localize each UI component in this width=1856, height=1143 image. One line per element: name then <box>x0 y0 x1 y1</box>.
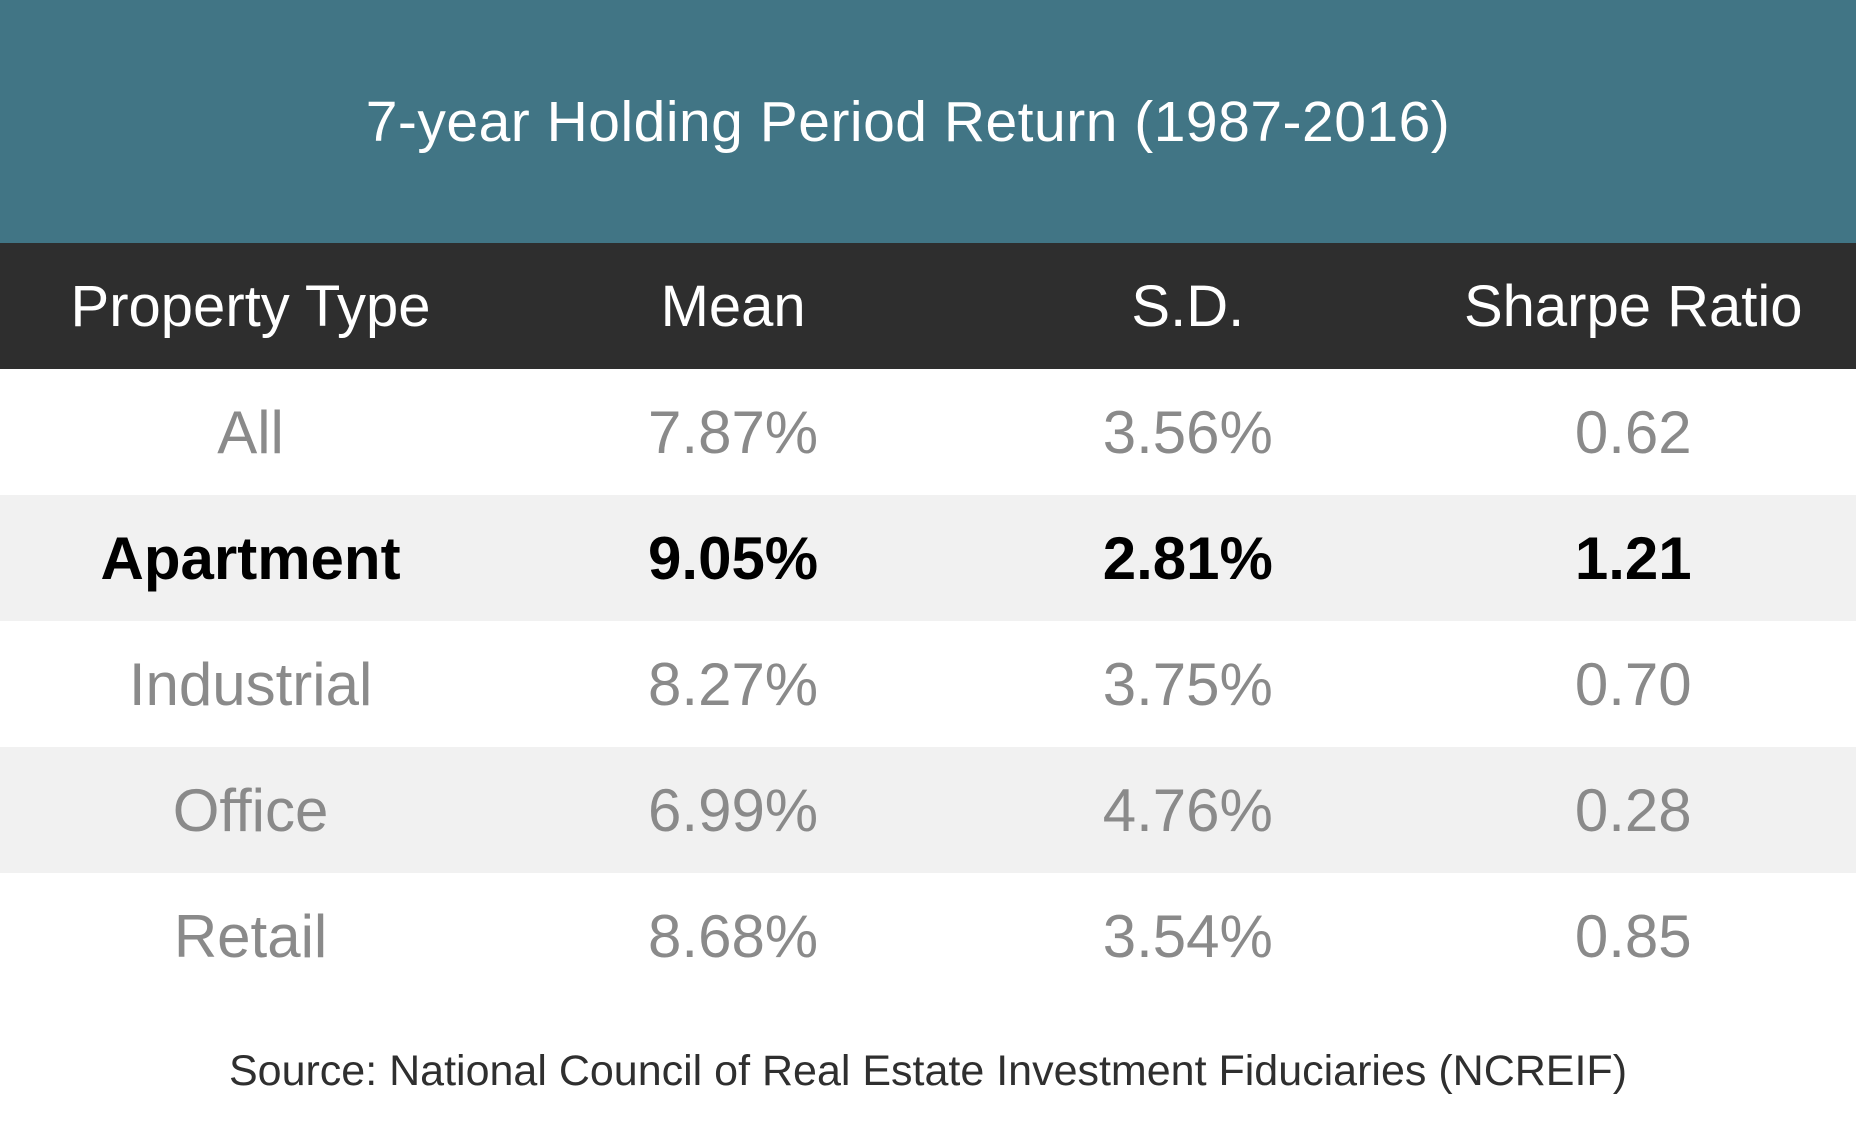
table-row-industrial: Industrial 8.27% 3.75% 0.70 <box>0 621 1856 747</box>
column-header-mean: Mean <box>660 273 806 339</box>
cell-sharpe: 0.62 <box>1574 398 1692 466</box>
table-header-row: Property Type Mean S.D. Sharpe Ratio <box>0 243 1856 369</box>
cell-property-type: Apartment <box>100 524 401 592</box>
source-attribution: Source: National Council of Real Estate … <box>228 1046 1628 1095</box>
cell-mean: 6.99% <box>648 776 819 844</box>
cell-sd: 3.56% <box>1102 398 1273 466</box>
cell-sharpe: 0.28 <box>1574 776 1692 844</box>
column-header-property-type: Property Type <box>70 273 431 339</box>
table-row-all: All 7.87% 3.56% 0.62 <box>0 369 1856 495</box>
cell-sharpe: 1.21 <box>1574 524 1692 592</box>
cell-property-type: Industrial <box>128 650 373 718</box>
page-title: 7-year Holding Period Return (1987-2016) <box>365 89 1451 154</box>
table-row-retail: Retail 8.68% 3.54% 0.85 <box>0 873 1856 999</box>
cell-mean: 9.05% <box>648 524 819 592</box>
cell-mean: 8.68% <box>648 902 819 970</box>
cell-sd: 4.76% <box>1102 776 1273 844</box>
cell-mean: 8.27% <box>648 650 819 718</box>
cell-sharpe: 0.85 <box>1574 902 1692 970</box>
cell-sd: 2.81% <box>1102 524 1273 592</box>
table-row-apartment: Apartment 9.05% 2.81% 1.21 <box>0 495 1856 621</box>
cell-property-type: Office <box>172 776 329 844</box>
column-header-sharpe-ratio: Sharpe Ratio <box>1463 273 1803 339</box>
table-row-office: Office 6.99% 4.76% 0.28 <box>0 747 1856 873</box>
column-header-sd: S.D. <box>1131 273 1245 339</box>
title-band: 7-year Holding Period Return (1987-2016) <box>0 0 1856 243</box>
cell-sd: 3.75% <box>1102 650 1273 718</box>
footer: Source: National Council of Real Estate … <box>0 999 1856 1143</box>
cell-sharpe: 0.70 <box>1574 650 1692 718</box>
cell-sd: 3.54% <box>1102 902 1273 970</box>
cell-property-type: Retail <box>173 902 328 970</box>
cell-property-type: All <box>217 398 284 466</box>
cell-mean: 7.87% <box>648 398 819 466</box>
